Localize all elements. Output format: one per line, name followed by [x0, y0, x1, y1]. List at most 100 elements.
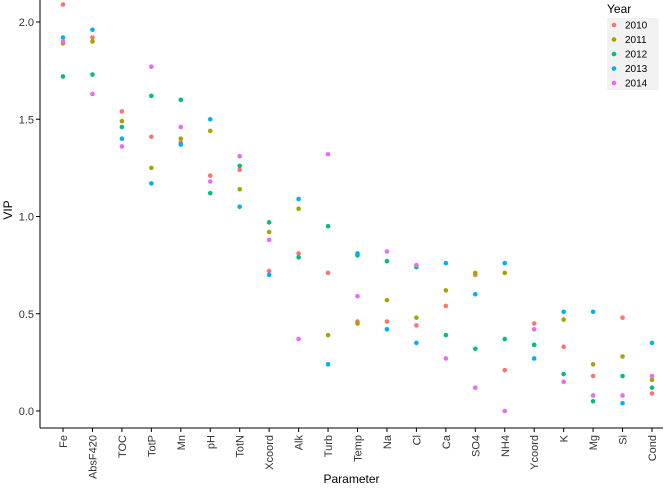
data-point [502, 270, 508, 276]
legend-title: Year [607, 2, 631, 16]
data-point [649, 373, 655, 379]
data-point [443, 356, 449, 361]
y-tick-label: 1.0 [19, 212, 34, 224]
x-tick-label: AbsF420 [87, 435, 99, 479]
data-point [355, 293, 360, 299]
x-tick-label: Temp [353, 435, 365, 462]
data-point [443, 303, 449, 309]
data-point [119, 144, 125, 149]
data-point [149, 181, 154, 186]
data-point [296, 336, 301, 342]
data-point [502, 408, 508, 414]
data-point [473, 292, 478, 297]
data-point [207, 116, 213, 122]
data-point [90, 39, 95, 44]
data-point [531, 321, 537, 326]
data-point [325, 362, 331, 367]
data-point [266, 272, 272, 278]
data-point [60, 2, 66, 7]
x-tick-label: TotP [146, 435, 158, 457]
data-point [296, 206, 301, 212]
x-tick-label: Alk [294, 435, 306, 451]
data-point [237, 186, 242, 192]
data-point [149, 64, 154, 70]
data-point [502, 367, 508, 373]
data-point [384, 319, 390, 324]
x-tick-label: Mn [176, 435, 188, 450]
x-tick-label: Si [618, 435, 630, 445]
data-point [325, 332, 331, 338]
data-point [502, 336, 508, 342]
legend-label: 2014 [625, 79, 648, 90]
data-point [590, 309, 596, 315]
legend-key [611, 51, 617, 57]
data-point [149, 93, 154, 99]
data-point [207, 173, 213, 178]
x-axis-title: Parameter [323, 472, 379, 486]
data-point [60, 35, 66, 40]
x-tick-label: Na [382, 434, 394, 449]
data-point [473, 346, 478, 352]
data-point [531, 327, 537, 332]
data-point [620, 393, 625, 398]
data-points [60, 2, 655, 414]
x-tick-label: TOC [117, 435, 129, 458]
legend-label: 2013 [625, 64, 648, 75]
data-point [237, 167, 242, 173]
legend-key [611, 80, 617, 86]
data-point [443, 332, 449, 338]
data-point [620, 400, 625, 406]
legend-key [611, 66, 617, 71]
data-point [561, 317, 566, 322]
data-point [178, 142, 184, 147]
legend-label: 2010 [625, 21, 648, 32]
data-point [119, 109, 125, 114]
x-tick-label: Xcoord [264, 435, 276, 470]
data-point [355, 251, 360, 256]
data-point [590, 398, 596, 404]
data-point [620, 354, 625, 359]
data-point [149, 165, 154, 171]
data-point [178, 97, 184, 103]
data-point [649, 340, 655, 346]
data-point [178, 136, 184, 141]
y-tick-label: 2.0 [19, 17, 34, 29]
data-point [384, 327, 390, 332]
data-point [266, 229, 272, 235]
data-point [178, 124, 184, 130]
data-point [325, 151, 331, 157]
data-point [237, 153, 242, 159]
data-point [443, 260, 449, 266]
data-point [649, 385, 655, 390]
data-point [649, 377, 655, 383]
data-point [90, 27, 95, 33]
y-tick-label: 0.5 [19, 309, 34, 321]
x-tick-label: Ca [441, 434, 453, 449]
y-axis-title: VIP [1, 200, 15, 219]
data-point [90, 91, 95, 97]
x-tick-label: Cl [411, 435, 423, 445]
data-point [620, 315, 625, 320]
legend-key [611, 37, 617, 42]
data-point [207, 190, 213, 196]
data-point [149, 134, 154, 140]
data-point [590, 362, 596, 367]
data-point [384, 258, 390, 264]
x-tick-label: Ycoord [529, 435, 541, 470]
data-point [649, 391, 655, 396]
legend-label: 2011 [625, 35, 647, 46]
x-tick-label: SO4 [470, 435, 482, 457]
data-point [237, 163, 242, 169]
data-point [561, 379, 566, 385]
data-point [90, 72, 95, 77]
data-point [119, 136, 125, 141]
data-point [296, 251, 301, 256]
x-tick-label: TotN [235, 435, 247, 458]
data-point [531, 342, 537, 348]
data-point [60, 39, 66, 44]
data-point [531, 356, 537, 361]
data-point [590, 373, 596, 379]
axes: 0.0 0.5 1.0 1.5 2.0 Fe AbsF420 TOC TotP Mn pH TotN X… [19, 0, 663, 479]
data-point [296, 255, 301, 260]
